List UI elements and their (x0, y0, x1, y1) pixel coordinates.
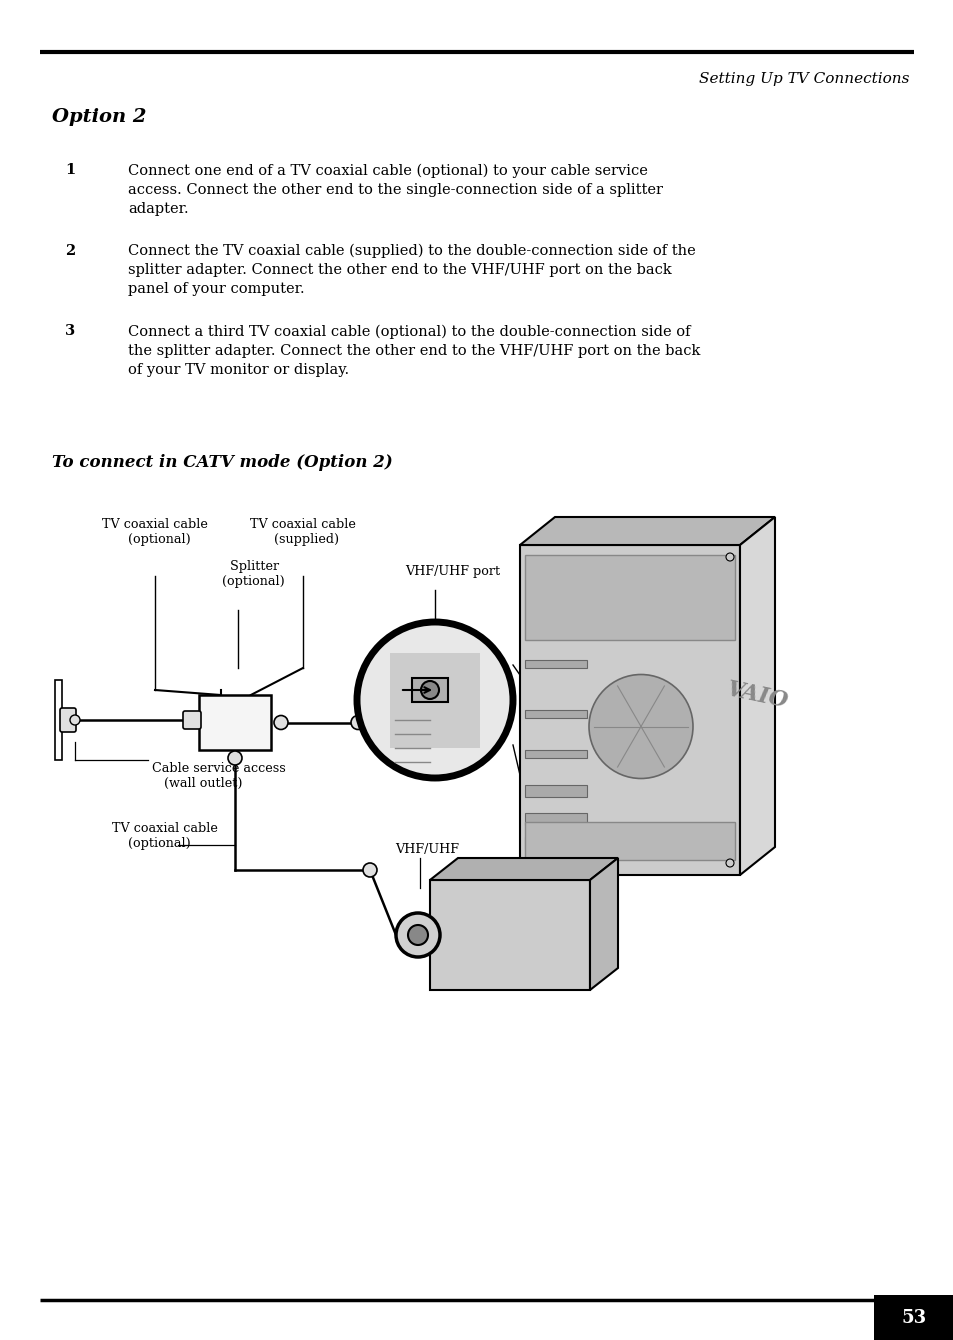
Polygon shape (430, 858, 618, 880)
Bar (390, 653, 479, 748)
FancyBboxPatch shape (60, 708, 76, 732)
Circle shape (228, 750, 242, 765)
Polygon shape (740, 517, 774, 875)
Bar (524, 661, 586, 669)
Text: To connect in CATV mode (Option 2): To connect in CATV mode (Option 2) (52, 454, 393, 470)
Circle shape (70, 716, 80, 725)
Bar (524, 710, 586, 718)
Text: Splitter
(optional): Splitter (optional) (222, 560, 284, 588)
Text: Cable service access
   (wall outlet): Cable service access (wall outlet) (152, 762, 286, 791)
Bar (524, 813, 586, 825)
Bar (519, 545, 740, 875)
Polygon shape (589, 858, 618, 990)
Text: Setting Up TV Connections: Setting Up TV Connections (699, 72, 909, 86)
Text: 1: 1 (65, 163, 75, 177)
Text: TV coaxial cable
    (optional): TV coaxial cable (optional) (112, 821, 217, 850)
Text: 2: 2 (65, 244, 75, 257)
Bar (55, 679, 62, 760)
Circle shape (363, 863, 376, 876)
Text: TV coaxial cable
  (optional): TV coaxial cable (optional) (102, 519, 208, 545)
Circle shape (274, 716, 288, 729)
Text: VHF/UHF: VHF/UHF (395, 843, 458, 856)
Circle shape (420, 681, 438, 699)
Circle shape (356, 622, 513, 779)
Circle shape (351, 716, 365, 729)
Bar (524, 555, 734, 641)
Text: VAIO: VAIO (724, 679, 789, 713)
FancyBboxPatch shape (183, 712, 201, 729)
Circle shape (725, 859, 733, 867)
Text: Connect the TV coaxial cable (supplied) to the double-connection side of the
spl: Connect the TV coaxial cable (supplied) … (128, 244, 695, 296)
Bar (199, 695, 271, 750)
Circle shape (725, 553, 733, 561)
Bar (524, 750, 586, 758)
Text: Option 2: Option 2 (52, 109, 147, 126)
Bar (524, 821, 734, 860)
Bar (873, 1294, 953, 1340)
Text: 3: 3 (65, 324, 75, 338)
Polygon shape (519, 517, 774, 545)
Bar (524, 838, 586, 850)
Bar (430, 880, 589, 990)
Circle shape (588, 674, 692, 779)
Text: TV coaxial cable
  (supplied): TV coaxial cable (supplied) (250, 519, 355, 545)
Circle shape (395, 913, 439, 957)
Text: VHF/UHF port: VHF/UHF port (405, 565, 499, 578)
Text: Connect one end of a TV coaxial cable (optional) to your cable service
access. C: Connect one end of a TV coaxial cable (o… (128, 163, 662, 216)
Text: 53: 53 (901, 1309, 925, 1327)
Circle shape (408, 925, 428, 945)
Text: Connect a third TV coaxial cable (optional) to the double-connection side of
the: Connect a third TV coaxial cable (option… (128, 324, 700, 377)
Bar (412, 678, 448, 702)
Bar (524, 785, 586, 797)
